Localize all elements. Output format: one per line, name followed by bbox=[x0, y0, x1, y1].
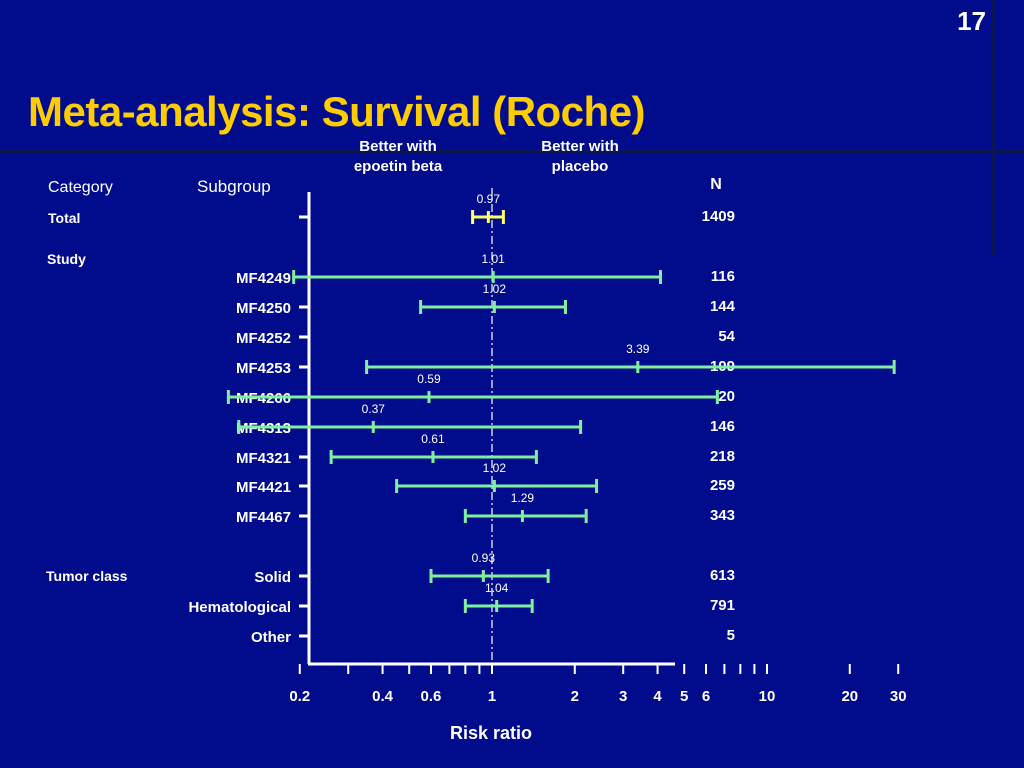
subgroup-label: MF4250 bbox=[236, 300, 291, 317]
x-tick-label: 20 bbox=[841, 688, 858, 705]
estimate-label: 1.29 bbox=[511, 491, 535, 505]
estimate-label: 0.97 bbox=[477, 192, 501, 206]
subgroup-label: Hematological bbox=[188, 599, 291, 616]
n-value: 343 bbox=[710, 507, 735, 524]
header-left-direction: epoetin beta bbox=[354, 158, 443, 175]
title-underline bbox=[0, 150, 1024, 153]
subgroup-label: MF4249 bbox=[236, 270, 291, 287]
x-tick-label: 10 bbox=[759, 688, 776, 705]
n-value: 54 bbox=[718, 328, 735, 345]
n-value: 146 bbox=[710, 418, 735, 435]
n-value: 116 bbox=[711, 268, 735, 285]
subgroup-label: MF4321 bbox=[236, 450, 291, 467]
x-tick-label: 30 bbox=[890, 688, 907, 705]
x-tick-label: 6 bbox=[702, 688, 710, 705]
n-value: 144 bbox=[710, 298, 736, 315]
n-value: 791 bbox=[710, 597, 735, 614]
n-value: 5 bbox=[727, 627, 735, 644]
header-category: Category bbox=[48, 179, 113, 196]
n-value: 1409 bbox=[702, 208, 735, 225]
x-tick-label: 0.6 bbox=[421, 688, 442, 705]
category-label: Tumor class bbox=[46, 568, 128, 584]
estimate-label: 3.39 bbox=[626, 342, 650, 356]
n-value: 259 bbox=[710, 477, 735, 494]
n-value: 613 bbox=[710, 567, 735, 584]
x-tick-label: 4 bbox=[653, 688, 662, 705]
subgroup-label: MF4421 bbox=[236, 479, 291, 496]
x-tick-label: 5 bbox=[680, 688, 688, 705]
subgroup-label: MF4253 bbox=[236, 360, 291, 377]
estimate-label: 0.37 bbox=[362, 402, 386, 416]
header-n: N bbox=[710, 176, 722, 193]
n-value: 218 bbox=[710, 448, 735, 465]
subgroup-label: Other bbox=[251, 629, 291, 646]
header-right-direction: placebo bbox=[552, 158, 609, 175]
x-tick-label: 3 bbox=[619, 688, 627, 705]
subgroup-label: MF4252 bbox=[236, 330, 291, 347]
subgroup-label: Solid bbox=[254, 569, 291, 586]
estimate-label: 0.61 bbox=[421, 432, 445, 446]
subgroup-label: MF4467 bbox=[236, 509, 291, 526]
estimate-label: 1.02 bbox=[483, 282, 507, 296]
category-label: Study bbox=[47, 251, 86, 267]
header-right-direction: Better with bbox=[541, 138, 619, 155]
estimate-label: 1.01 bbox=[482, 252, 506, 266]
estimate-label: 0.59 bbox=[417, 372, 441, 386]
x-axis-label: Risk ratio bbox=[450, 723, 532, 743]
slide-title: Meta-analysis: Survival (Roche) bbox=[28, 88, 646, 135]
vertical-divider bbox=[992, 0, 996, 256]
estimate-label: 1.02 bbox=[483, 461, 507, 475]
category-label: Total bbox=[48, 210, 80, 226]
x-tick-label: 1 bbox=[488, 688, 496, 705]
estimate-label: 1.04 bbox=[485, 581, 509, 595]
header-left-direction: Better with bbox=[359, 138, 437, 155]
x-tick-label: 0.4 bbox=[372, 688, 394, 705]
slide-number: 17 bbox=[957, 6, 986, 36]
n-value: 20 bbox=[718, 388, 735, 405]
header-subgroup: Subgroup bbox=[197, 177, 271, 196]
x-tick-label: 2 bbox=[571, 688, 579, 705]
estimate-label: 0.93 bbox=[472, 551, 496, 565]
x-tick-label: 0.2 bbox=[289, 688, 310, 705]
